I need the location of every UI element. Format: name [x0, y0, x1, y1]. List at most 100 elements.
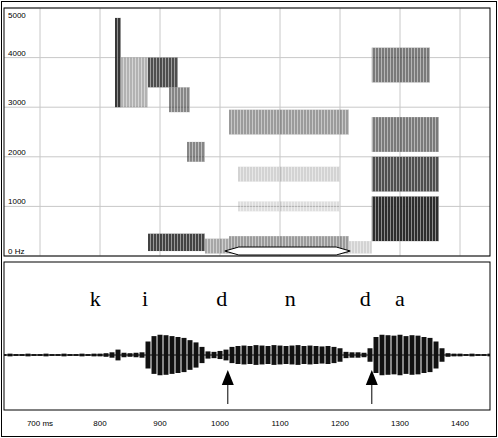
segment-label: k	[90, 286, 101, 311]
waveform-amplitude	[368, 348, 373, 362]
waveform-amplitude	[98, 354, 103, 357]
waveform-amplitude	[176, 337, 181, 373]
arrow-head	[366, 370, 378, 385]
waveform-amplitude	[140, 352, 145, 357]
waveform-amplitude	[62, 354, 67, 357]
segment-label: d	[360, 286, 371, 311]
waveform-amplitude	[80, 354, 85, 357]
waveform-amplitude	[182, 338, 187, 372]
waveform-amplitude	[92, 354, 97, 357]
waveform-amplitude	[266, 346, 271, 364]
arrow	[366, 370, 378, 404]
waveform-amplitude	[398, 335, 403, 376]
voicing-striation	[169, 87, 190, 112]
waveform-amplitude	[314, 346, 319, 364]
waveform-amplitude	[482, 354, 487, 356]
waveform-amplitude	[272, 345, 277, 365]
waveform-amplitude	[44, 354, 49, 357]
energy-band	[148, 234, 205, 251]
waveform-amplitude	[14, 354, 19, 356]
x-grid-line	[220, 8, 221, 256]
waveform-amplitude	[476, 354, 481, 356]
waveform-amplitude	[218, 351, 223, 359]
x-grid-line	[460, 8, 461, 256]
arrow-shaft	[227, 384, 228, 404]
arrow-shaft	[371, 384, 372, 404]
waveform-amplitude	[338, 348, 343, 362]
waveform-amplitude	[440, 348, 445, 362]
energy-band	[187, 142, 205, 162]
waveform-amplitude	[206, 351, 211, 358]
energy-band	[372, 48, 430, 83]
arrow-head	[222, 370, 234, 385]
grid	[4, 8, 490, 256]
waveform-amplitude	[470, 354, 475, 357]
waveform-amplitude	[284, 346, 289, 364]
waveform-amplitude	[332, 347, 337, 363]
segment-label: a	[395, 286, 405, 311]
waveform-amplitude	[32, 354, 37, 356]
waveform-amplitude	[26, 354, 31, 357]
energy-band	[372, 157, 439, 192]
energy-band	[229, 110, 349, 135]
waveform-amplitude	[110, 352, 115, 357]
waveform-amplitude	[134, 353, 139, 358]
plot-frame	[4, 8, 490, 256]
energy-band	[349, 241, 372, 253]
y-tick-label: 1000	[8, 197, 26, 206]
voicing-striation	[148, 234, 205, 251]
waveform-amplitude	[380, 335, 385, 376]
voicing-striation	[349, 241, 372, 253]
waveform-amplitude	[374, 337, 379, 373]
y-tick-label: 4000	[8, 49, 26, 58]
x-tick-label: 1000	[211, 419, 229, 428]
voicing-striation	[238, 201, 340, 211]
waveform-amplitude	[212, 352, 217, 358]
waveform-amplitude	[224, 350, 229, 361]
waveform-amplitude	[146, 342, 151, 369]
waveform-amplitude	[290, 346, 295, 365]
energy-band	[372, 196, 439, 241]
waveform-amplitude	[200, 347, 205, 363]
voicing-striation	[115, 18, 121, 107]
waveform-amplitude	[68, 354, 73, 356]
waveform-amplitude	[122, 353, 127, 358]
waveform-amplitude	[464, 354, 469, 356]
waveform-amplitude	[260, 346, 265, 365]
x-tick-label: 1400	[451, 419, 469, 428]
waveform-amplitude	[236, 346, 241, 364]
segment-label: n	[285, 286, 296, 311]
waveform-amplitude	[356, 352, 361, 357]
waveform-amplitude	[392, 336, 397, 375]
voicing-striation	[148, 58, 178, 88]
voicing-striation	[187, 142, 205, 162]
waveform-amplitude	[158, 335, 163, 376]
segment-label: d	[216, 286, 227, 311]
waveform-amplitude	[188, 340, 193, 370]
segment-label: i	[142, 286, 148, 311]
waveform-amplitude	[4, 354, 7, 356]
waveform-amplitude	[386, 335, 391, 375]
voicing-striation	[372, 196, 439, 241]
y-tick-label: 2000	[8, 148, 26, 157]
waveform-amplitude	[74, 354, 79, 356]
waveform-amplitude	[446, 353, 451, 357]
waveform-amplitude	[164, 335, 169, 375]
x-tick-label: 1300	[391, 419, 409, 428]
waveform-amplitude	[434, 342, 439, 369]
waveform-amplitude	[38, 354, 43, 356]
voicing-striation	[238, 167, 340, 182]
x-tick-label: 1100	[271, 419, 289, 428]
x-grid-line	[160, 8, 161, 256]
waveform-amplitude	[362, 353, 367, 358]
y-tick-label: 0 Hz	[8, 247, 24, 256]
energy-band	[372, 117, 439, 152]
waveform-amplitude	[350, 352, 355, 357]
waveform-amplitude	[50, 354, 55, 356]
waveform-amplitude	[296, 345, 301, 365]
x-grid-line	[40, 8, 41, 256]
waveform-amplitude	[170, 336, 175, 374]
energy-band	[238, 201, 340, 211]
waveform-amplitude	[128, 353, 133, 357]
y-grid-line	[4, 107, 490, 108]
